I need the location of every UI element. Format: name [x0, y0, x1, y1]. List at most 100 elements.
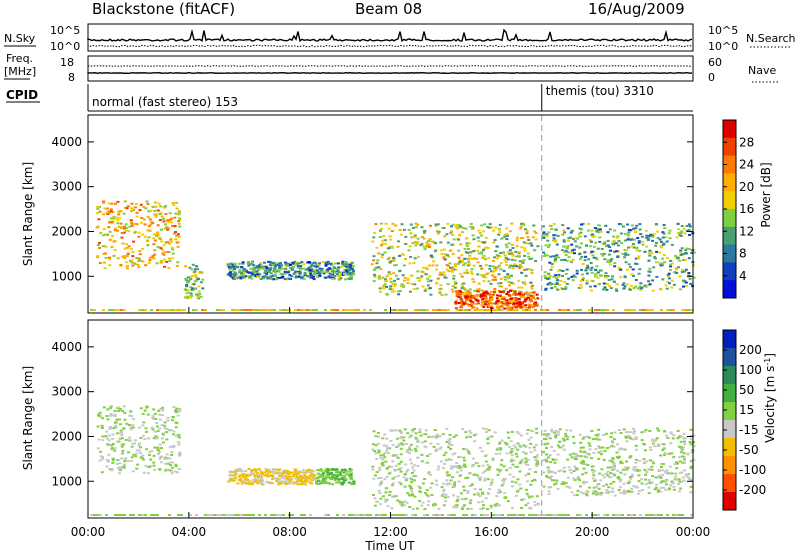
date-label: 16/Aug/2009 [588, 0, 685, 18]
echo-cell-1 [283, 469, 287, 472]
echo-cell-4 [532, 296, 535, 299]
echo-cell-4 [601, 474, 605, 477]
colorbar-segment [723, 420, 736, 439]
echo-cell-5 [599, 230, 603, 233]
echo-cell-3 [496, 282, 500, 285]
ground-cell [222, 309, 225, 311]
ground-cell [105, 514, 108, 516]
echo-cell-1 [291, 471, 295, 474]
echo-cell-3 [399, 470, 403, 473]
echo-cell-3 [442, 227, 446, 229]
ground-cell [402, 309, 405, 311]
echo-cell-4 [593, 480, 597, 482]
echo-cell-3 [421, 501, 425, 504]
echo-cell-4 [500, 306, 504, 309]
echo-cell-3 [446, 482, 450, 485]
echo-cell-5 [591, 254, 595, 257]
echo-cell-4 [616, 443, 619, 446]
echo-cell-3 [383, 433, 387, 436]
echo-cell-0 [170, 454, 174, 456]
echo-cell-5 [638, 285, 642, 288]
echo-cell-3 [406, 468, 410, 471]
echo-cell-0 [121, 452, 125, 455]
echo-cell-4 [605, 489, 609, 492]
echo-cell-3 [394, 274, 398, 277]
echo-cell-0 [153, 468, 157, 471]
echo-cell-3 [494, 278, 498, 281]
echo-cell-0 [137, 231, 141, 234]
echo-cell-2 [231, 269, 235, 272]
echo-cell-4 [509, 289, 513, 292]
colorbar-tick-label: 8 [739, 247, 747, 261]
echo-cell-0 [150, 426, 154, 429]
echo-cell-2 [347, 473, 351, 476]
echo-cell-2 [345, 473, 349, 476]
echo-cell-5 [636, 287, 640, 290]
echo-cell-3 [507, 284, 511, 287]
echo-cell-4 [545, 435, 549, 438]
echo-cell-0 [113, 249, 117, 252]
echo-cell-4 [523, 306, 526, 308]
ground-cell [666, 514, 669, 516]
echo-cell-0 [113, 240, 117, 243]
echo-cell-1 [294, 470, 298, 473]
echo-cell-0 [149, 458, 153, 461]
echo-cell-2 [278, 277, 282, 279]
echo-cell-2 [313, 265, 317, 268]
ground-cell [348, 309, 351, 311]
echo-cell-5 [637, 255, 641, 258]
ground-cell [204, 514, 207, 516]
echo-cell-0 [134, 455, 138, 458]
echo-cell-4 [656, 490, 660, 493]
echo-cell-3 [383, 239, 387, 242]
echo-cell-3 [391, 484, 395, 487]
echo-cell-3 [520, 458, 524, 461]
echo-cell-1 [200, 271, 204, 274]
echo-cell-1 [274, 468, 278, 471]
echo-cell-0 [151, 417, 155, 419]
echo-cell-0 [164, 223, 167, 226]
echo-cell-1 [247, 481, 251, 484]
echo-cell-3 [526, 494, 530, 497]
echo-cell-4 [653, 445, 657, 448]
echo-cell-3 [457, 480, 461, 483]
echo-cell-4 [632, 432, 636, 435]
echo-cell-3 [484, 428, 488, 431]
echo-cell-2 [297, 275, 301, 278]
echo-cell-0 [119, 466, 123, 469]
echo-cell-0 [161, 409, 165, 412]
echo-cell-2 [255, 270, 259, 273]
echo-cell-0 [165, 438, 169, 441]
echo-cell-5 [573, 252, 576, 255]
echo-cell-3 [398, 429, 402, 432]
echo-cell-3 [399, 447, 403, 450]
echo-cell-5 [543, 271, 547, 274]
ground-cell [357, 514, 360, 516]
echo-cell-4 [672, 434, 676, 437]
echo-cell-2 [229, 262, 233, 265]
echo-cell-4 [481, 290, 485, 293]
echo-cell-3 [467, 263, 471, 266]
echo-cell-4 [656, 489, 660, 492]
echo-cell-5 [564, 286, 568, 288]
ground-cell [492, 514, 495, 516]
echo-cell-3 [460, 231, 464, 234]
echo-cell-2 [313, 261, 317, 264]
echo-cell-5 [586, 264, 590, 267]
colorbar-segment [723, 456, 736, 475]
echo-cell-3 [416, 456, 420, 459]
echo-cell-4 [570, 491, 574, 494]
echo-cell-0 [172, 204, 176, 207]
echo-cell-0 [113, 447, 117, 450]
echo-cell-1 [247, 468, 251, 470]
echo-cell-0 [157, 409, 161, 412]
echo-cell-3 [523, 268, 526, 271]
echo-cell-0 [162, 206, 166, 209]
echo-cell-1 [244, 482, 248, 485]
echo-cell-4 [554, 434, 558, 437]
echo-cell-5 [583, 235, 587, 238]
echo-cell-5 [573, 240, 577, 243]
freq-label-1: Freq. [6, 52, 33, 65]
echo-cell-1 [281, 474, 285, 477]
echo-cell-0 [168, 212, 172, 215]
